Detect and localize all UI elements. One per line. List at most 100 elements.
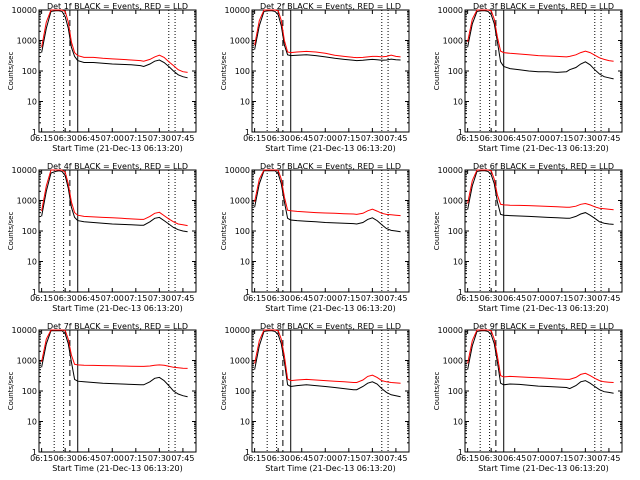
x-tick-label: 06:30 bbox=[267, 294, 290, 303]
y-tick-label: 10 bbox=[453, 418, 463, 427]
y-tick-label: 10 bbox=[27, 418, 37, 427]
x-tick-label: 06:15 bbox=[456, 134, 479, 143]
x-tick-label: 06:15 bbox=[243, 294, 266, 303]
y-tick-label: 10000 bbox=[438, 326, 463, 335]
y-tick-label: 1000 bbox=[17, 357, 37, 366]
panel-title: Det 1f BLACK = Events, RED = LLD bbox=[47, 2, 188, 11]
x-tick-label: 06:30 bbox=[54, 294, 77, 303]
x-tick-label: 06:15 bbox=[456, 454, 479, 463]
series-lld-line bbox=[467, 329, 614, 383]
y-axis-label: Counts/sec bbox=[433, 212, 441, 251]
plot-frame bbox=[38, 329, 197, 453]
y-axis-label: Counts/sec bbox=[433, 372, 441, 411]
y-tick-label: 1000 bbox=[443, 37, 463, 46]
detector-panel-9: Det 9f BLACK = Events, RED = LLD 1 10 100 10… bbox=[433, 322, 623, 473]
x-axis-label: Start Time (21-Dec-13 06:13:20) bbox=[478, 144, 609, 153]
x-tick-label: 07:00 bbox=[527, 294, 550, 303]
y-axis-label: Counts/sec bbox=[7, 52, 15, 91]
y-tick-label: 100 bbox=[22, 67, 37, 76]
x-tick-label: 06:30 bbox=[54, 134, 77, 143]
panel-title: Det 4f BLACK = Events, RED = LLD bbox=[47, 162, 188, 171]
y-tick-label: 100 bbox=[448, 227, 463, 236]
y-tick-label: 100 bbox=[448, 387, 463, 396]
y-tick-label: 1000 bbox=[230, 357, 250, 366]
x-tick-label: 07:00 bbox=[101, 294, 124, 303]
y-tick-label: 1 bbox=[245, 128, 250, 137]
series-events-line bbox=[467, 10, 614, 80]
panel-title: Det 9f BLACK = Events, RED = LLD bbox=[473, 322, 614, 331]
plot-frame bbox=[38, 169, 197, 293]
y-axis-label: Counts/sec bbox=[433, 52, 441, 91]
series-lld-line bbox=[467, 9, 614, 62]
x-tick-label: 06:45 bbox=[290, 134, 313, 143]
x-tick-label: 07:30 bbox=[148, 294, 171, 303]
y-tick-label: 100 bbox=[448, 67, 463, 76]
x-tick-label: 07:30 bbox=[148, 134, 171, 143]
series-events-line bbox=[467, 170, 614, 225]
x-tick-label: 07:30 bbox=[361, 454, 384, 463]
y-tick-label: 10 bbox=[240, 418, 250, 427]
x-tick-label: 07:30 bbox=[574, 294, 597, 303]
y-axis-label: Counts/sec bbox=[220, 52, 228, 91]
x-tick-label: 06:45 bbox=[77, 454, 100, 463]
y-tick-label: 1000 bbox=[443, 197, 463, 206]
series-lld-line bbox=[41, 329, 188, 369]
x-tick-label: 07:45 bbox=[384, 134, 407, 143]
x-tick-label: 07:45 bbox=[597, 454, 620, 463]
x-tick-label: 06:30 bbox=[480, 294, 503, 303]
plot-frame bbox=[464, 169, 623, 293]
x-tick-label: 06:30 bbox=[480, 454, 503, 463]
plot-frame bbox=[38, 9, 197, 133]
y-tick-label: 100 bbox=[235, 67, 250, 76]
series-lld-line bbox=[41, 169, 188, 227]
series-events-line bbox=[41, 10, 188, 79]
y-tick-label: 100 bbox=[235, 227, 250, 236]
x-tick-label: 07:15 bbox=[337, 134, 360, 143]
y-tick-label: 10000 bbox=[12, 326, 37, 335]
x-tick-label: 06:45 bbox=[77, 134, 100, 143]
x-tick-label: 07:15 bbox=[124, 454, 147, 463]
x-tick-label: 06:15 bbox=[243, 134, 266, 143]
x-tick-label: 06:15 bbox=[30, 134, 53, 143]
x-tick-label: 07:15 bbox=[124, 134, 147, 143]
x-tick-label: 06:45 bbox=[77, 294, 100, 303]
x-tick-label: 07:15 bbox=[550, 454, 573, 463]
x-tick-label: 07:30 bbox=[574, 454, 597, 463]
x-tick-label: 07:45 bbox=[171, 294, 194, 303]
plot-frame bbox=[464, 9, 623, 133]
y-tick-label: 10 bbox=[27, 258, 37, 267]
detector-panel-5: Det 5f BLACK = Events, RED = LLD 1 10 100 10… bbox=[220, 162, 410, 313]
detector-panel-8: Det 8f BLACK = Events, RED = LLD 1 10 100 10… bbox=[220, 322, 410, 473]
panel-title: Det 8f BLACK = Events, RED = LLD bbox=[260, 322, 401, 331]
x-tick-label: 07:30 bbox=[574, 134, 597, 143]
detector-panel-6: Det 6f BLACK = Events, RED = LLD 1 10 100 10… bbox=[433, 162, 623, 313]
detector-panel-1: Det 1f BLACK = Events, RED = LLD 1 10 100 10… bbox=[7, 2, 197, 153]
x-tick-label: 06:15 bbox=[243, 454, 266, 463]
y-tick-label: 1 bbox=[458, 288, 463, 297]
x-tick-label: 06:45 bbox=[503, 294, 526, 303]
plot-frame bbox=[251, 169, 410, 293]
y-tick-label: 1 bbox=[32, 448, 37, 457]
x-tick-label: 06:30 bbox=[480, 134, 503, 143]
x-tick-label: 07:15 bbox=[124, 294, 147, 303]
x-axis-label: Start Time (21-Dec-13 06:13:20) bbox=[265, 304, 396, 313]
y-tick-label: 1 bbox=[32, 128, 37, 137]
x-tick-label: 07:45 bbox=[597, 134, 620, 143]
x-tick-label: 06:30 bbox=[267, 454, 290, 463]
x-axis-label: Start Time (21-Dec-13 06:13:20) bbox=[478, 464, 609, 473]
plot-frame bbox=[464, 329, 623, 453]
series-lld-line bbox=[254, 169, 401, 217]
y-tick-label: 10000 bbox=[12, 6, 37, 15]
y-tick-label: 100 bbox=[22, 227, 37, 236]
series-lld-line bbox=[254, 9, 401, 59]
y-tick-label: 1 bbox=[245, 288, 250, 297]
x-tick-label: 06:45 bbox=[290, 454, 313, 463]
detector-panel-7: Det 7f BLACK = Events, RED = LLD 1 10 100 10… bbox=[7, 322, 197, 473]
y-axis-label: Counts/sec bbox=[220, 212, 228, 251]
y-tick-label: 10 bbox=[27, 98, 37, 107]
x-tick-label: 07:00 bbox=[101, 134, 124, 143]
y-axis-label: Counts/sec bbox=[7, 212, 15, 251]
y-tick-label: 1 bbox=[32, 288, 37, 297]
x-tick-label: 07:15 bbox=[337, 294, 360, 303]
